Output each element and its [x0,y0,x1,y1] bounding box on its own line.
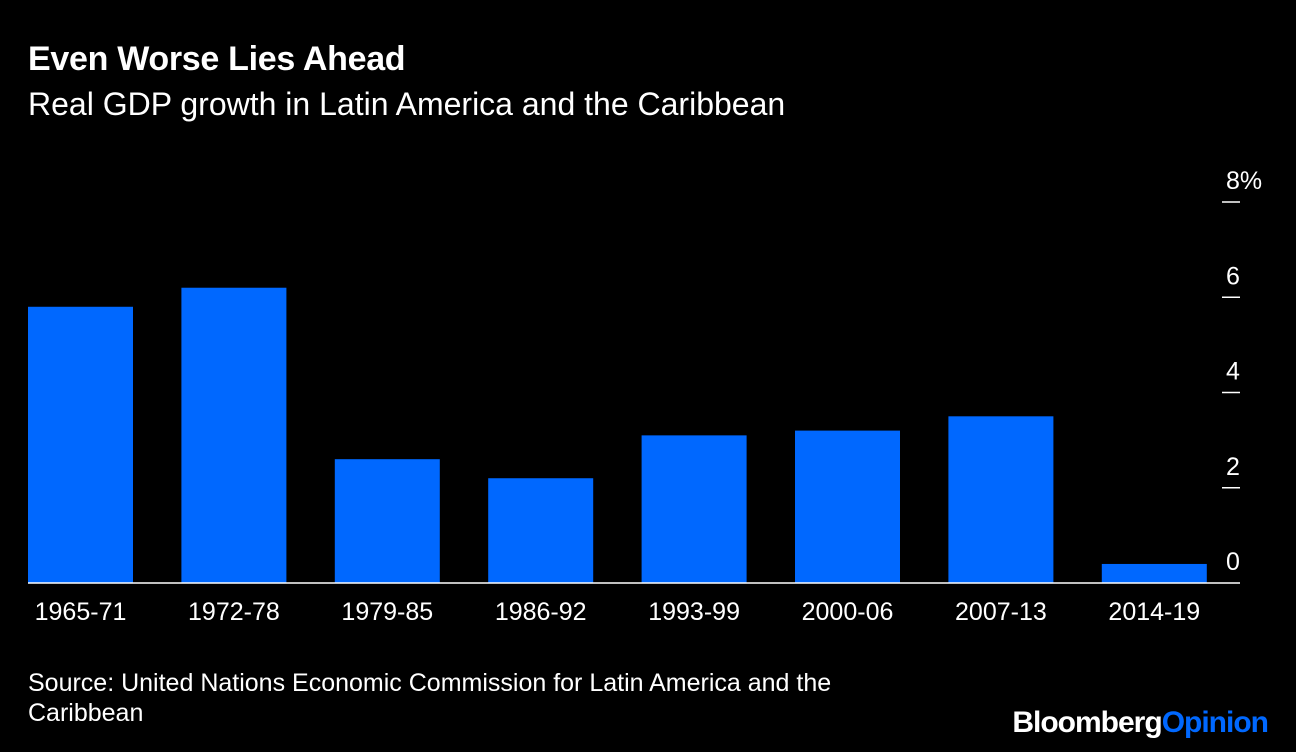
bar-1986-92 [488,478,594,583]
x-tick-label: 1972-78 [188,598,280,626]
bar-2014-19 [1101,563,1207,583]
bar-1972-78 [181,287,287,583]
x-tick-label: 1993-99 [648,598,740,626]
y-tick-label: 8% [1226,167,1262,195]
x-tick-label: 1986-92 [495,598,587,626]
chart-title: Even Worse Lies Ahead [28,40,406,78]
x-tick-label: 1965-71 [35,598,127,626]
source-note: Source: United Nations Economic Commissi… [28,669,832,727]
y-tick-label: 0 [1226,548,1240,576]
bar-1993-99 [641,435,747,583]
bars-group [28,287,1207,583]
x-tick-label: 1979-85 [341,598,433,626]
y-axis: 0 2 4 6 8% [1222,167,1262,576]
brand-logo: BloombergOpinion [1012,706,1269,740]
y-tick-label: 2 [1226,453,1240,481]
x-axis: 1965-71 1972-78 1979-85 1986-92 1993-99 2000-… [28,582,1240,626]
x-tick-label: 2014-19 [1108,598,1200,626]
bar-1965-71 [28,306,133,583]
chart-subtitle: Real GDP growth in Latin America and the… [28,86,786,122]
bar-2000-06 [795,430,900,583]
brand-primary: Bloomberg [1012,706,1162,739]
brand-secondary: Opinion [1161,706,1269,739]
x-tick-label: 2007-13 [955,598,1047,626]
y-tick-label: 4 [1226,358,1240,386]
bar-1979-85 [334,459,440,583]
bar-2007-13 [948,416,1054,583]
x-tick-label: 2000-06 [802,598,894,626]
y-tick-label: 6 [1226,262,1240,290]
